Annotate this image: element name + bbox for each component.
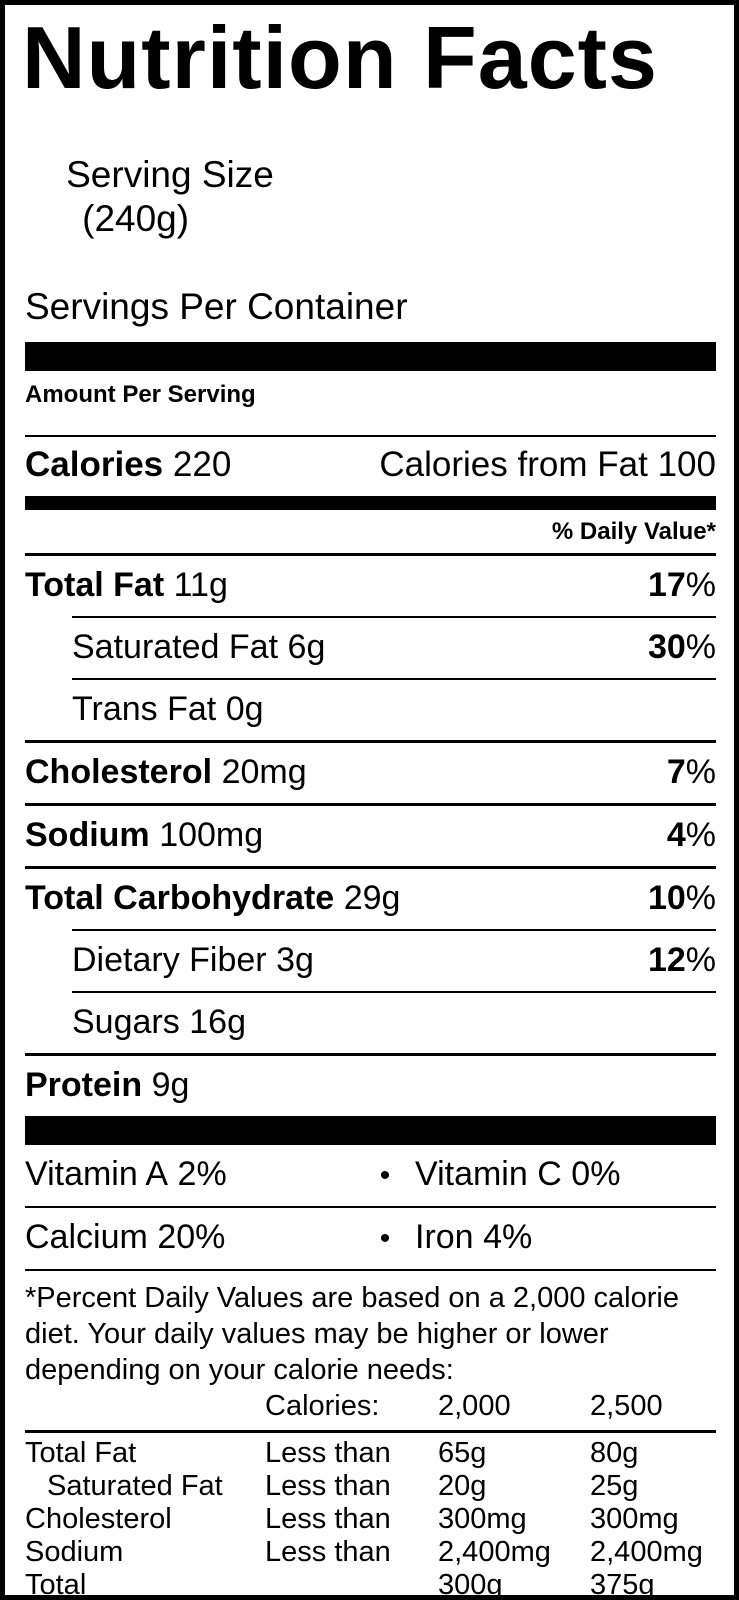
divider [72,677,716,680]
nutrient-cell: Sodium 100mg [25,815,264,854]
daily-value-footnote: *Percent Daily Values are based on a 2,0… [25,1280,716,1388]
calories-cell: Calories 220 [25,444,232,484]
section-bar-vitamins [25,1115,716,1145]
dv-table-row: Total Carbohydrate 300g 375g [25,1568,655,1600]
vitamin-row-1: Vitamin A 2% • Vitamin C 0% [25,1145,716,1206]
vitamin-c-cell: Vitamin C 0% [415,1154,621,1193]
nutrient-row-protein: Protein 9g [25,1056,716,1116]
nutrient-dv: 12% [647,940,716,979]
divider [25,802,716,806]
nutrient-row-saturated-fat: Saturated Fat 6g 30% [25,618,716,678]
nutrient-cell: Protein 9g [25,1065,190,1104]
nutrient-label: Protein [25,1065,143,1104]
nutrient-cell: Saturated Fat 6g [25,627,326,666]
dv-table-row: Total Fat Less than 65g 80g [25,1436,639,1469]
nutrient-amount: 16g [189,1002,246,1041]
nutrient-amount: 6g [287,627,326,666]
nutrient-row-sugars: Sugars 16g [25,993,716,1053]
divider [25,739,716,743]
bullet-icon: • [379,1158,391,1192]
nutrient-row-sodium: Sodium 100mg 4% [25,806,716,866]
section-bar-mid [25,495,716,510]
nutrient-row-cholesterol: Cholesterol 20mg 7% [25,743,716,803]
servings-per-container-line: Servings Per Container [25,285,408,327]
calories-label: Calories [25,444,164,484]
nutrient-dv: 7% [666,752,716,791]
nutrient-label: Total Fat [25,565,165,604]
nutrient-amount: 9g [151,1065,190,1104]
nutrient-dv: 4% [666,815,716,854]
nutrient-label: Sugars [72,1002,180,1041]
nutrient-cell: Total Carbohydrate 29g [25,878,401,917]
calories-value: 220 [172,444,232,484]
amount-per-serving-heading: Amount Per Serving [25,380,256,408]
divider [25,1205,716,1208]
dv-table-row: Cholesterol Less than 300mg 300mg [25,1502,679,1535]
serving-size-value: (240g) [82,197,190,239]
calcium-cell: Calcium 20% [25,1217,226,1256]
nutrient-amount: 100mg [159,815,264,854]
footnote-line: *Percent Daily Values are based on a 2,0… [25,1281,679,1314]
nutrient-dv: 17% [647,565,716,604]
iron-cell: Iron 4% [415,1217,533,1256]
dv-table-body: Total Fat Less than 65g 80g Saturated Fa… [25,1433,716,1600]
footnote-line: depending on your calorie needs: [25,1353,454,1386]
nutrient-cell: Dietary Fiber 3g [25,940,314,979]
divider [72,928,716,931]
calories-row: Calories 220 Calories from Fat 100 [25,437,716,494]
nutrient-dv: 10% [647,878,716,917]
serving-size-label: Serving Size [66,153,274,195]
nutrient-cell: Cholesterol 20mg [25,752,307,791]
section-bar-top [25,341,716,371]
nutrient-cell: Total Fat 11g [25,565,228,604]
footnote-line: diet. Your daily values may be higher or… [25,1317,609,1350]
vitamin-row-2: Calcium 20% • Iron 4% [25,1208,716,1269]
nutrient-label: Dietary Fiber [72,940,267,979]
divider [25,552,716,556]
nutrient-label: Total Carbohydrate [25,878,335,917]
dv-table-header-spacer [25,1390,265,1423]
nutrient-label: Sodium [25,815,150,854]
bullet-icon: • [379,1221,391,1255]
calories-from-fat-value: 100 [657,444,716,484]
divider [25,1268,716,1271]
label-title: Nutrition Facts [22,8,658,107]
nutrient-row-total-fat: Total Fat 11g 17% [25,556,716,616]
nutrient-label: Trans Fat [72,689,217,728]
divider [25,1052,716,1056]
dv-table-col-2000: 2,000 [438,1389,511,1422]
divider [25,865,716,869]
nutrient-label: Cholesterol [25,752,213,791]
daily-value-header: % Daily Value* [551,517,716,545]
nutrient-amount: 3g [276,940,314,979]
divider [25,434,716,437]
nutrient-amount: 29g [343,878,401,917]
nutrient-label: Saturated Fat [72,627,279,666]
divider [72,615,716,618]
nutrient-amount: 20mg [221,752,307,791]
calories-from-fat-cell: Calories from Fat 100 [379,444,716,484]
divider [72,990,716,993]
calories-from-fat-label: Calories from Fat [379,444,648,484]
dv-table-row: Saturated Fat Less than 20g 25g [47,1469,639,1502]
vitamin-a-cell: Vitamin A 2% [25,1154,227,1193]
nutrient-amount: 0g [225,689,264,728]
serving-size-line: Serving Size (240g) [25,109,716,285]
nutrient-row-total-carbohydrate: Total Carbohydrate 29g 10% [25,869,716,929]
nutrient-cell: Trans Fat 0g [25,689,264,728]
nutrient-cell: Sugars 16g [25,1002,246,1041]
dv-table-header: Calories: 2,000 2,500 [25,1390,716,1428]
nutrient-row-trans-fat: Trans Fat 0g [25,680,716,740]
nutrient-dv: 30% [647,627,716,666]
nutrient-row-dietary-fiber: Dietary Fiber 3g 12% [25,931,716,991]
divider [25,1429,716,1433]
dv-table-calories-label: Calories: [265,1389,380,1422]
dv-table-row: Sodium Less than 2,400mg 2,400mg [25,1535,703,1568]
dv-table-col-2500: 2,500 [590,1389,663,1422]
nutrient-amount: 11g [173,565,228,604]
